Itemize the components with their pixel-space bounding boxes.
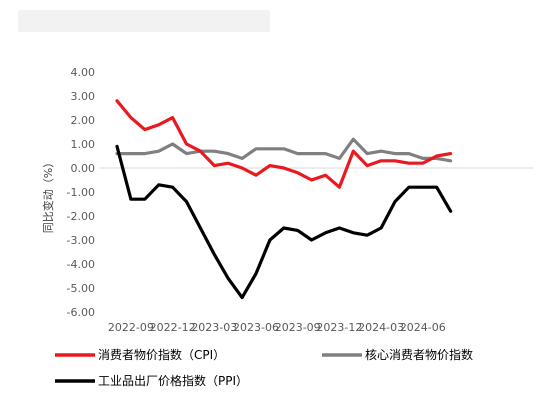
legend-label-3: 工业品出厂价格指数（PPI） (98, 373, 248, 388)
series-line-3 (115, 144, 453, 300)
title-placeholder (18, 10, 270, 32)
legend-label-2: 核心消费者物价指数 (365, 347, 473, 362)
x-tick-label: 2023-06 (233, 321, 279, 334)
x-tick-label: 2023-09 (275, 321, 321, 334)
y-axis-label: 同比变动（%） (41, 157, 55, 233)
y-tick-label: -6.00 (67, 306, 95, 319)
y-tick-label: -4.00 (67, 258, 95, 271)
series-line-1 (115, 99, 453, 189)
x-axis-ticks: 2022-092022-122023-032023-062023-092023-… (108, 321, 446, 334)
y-tick-label: 1.00 (71, 138, 96, 151)
x-tick-label: 2023-12 (316, 321, 362, 334)
y-tick-label: -2.00 (67, 210, 95, 223)
x-tick-label: 2022-09 (108, 321, 154, 334)
series-lines (115, 99, 453, 300)
legend-label-1: 消费者物价指数（CPI） (98, 347, 225, 362)
x-tick-label: 2024-06 (400, 321, 446, 334)
y-tick-label: 2.00 (71, 114, 96, 127)
x-tick-label: 2022-12 (150, 321, 196, 334)
y-tick-label: -5.00 (67, 282, 95, 295)
y-tick-label: 4.00 (71, 66, 96, 79)
series-line-2 (115, 137, 453, 163)
x-tick-label: 2023-03 (191, 321, 237, 334)
y-axis-ticks: 4.00 3.00 2.00 1.00 0.00 -1.00 -2.00 -3.00 -4.00… (67, 66, 95, 319)
y-tick-label: -1.00 (67, 186, 95, 199)
y-tick-label: -3.00 (67, 234, 95, 247)
y-tick-label: 3.00 (71, 90, 96, 103)
x-tick-label: 2024-03 (358, 321, 404, 334)
y-tick-label: 0.00 (71, 162, 96, 175)
